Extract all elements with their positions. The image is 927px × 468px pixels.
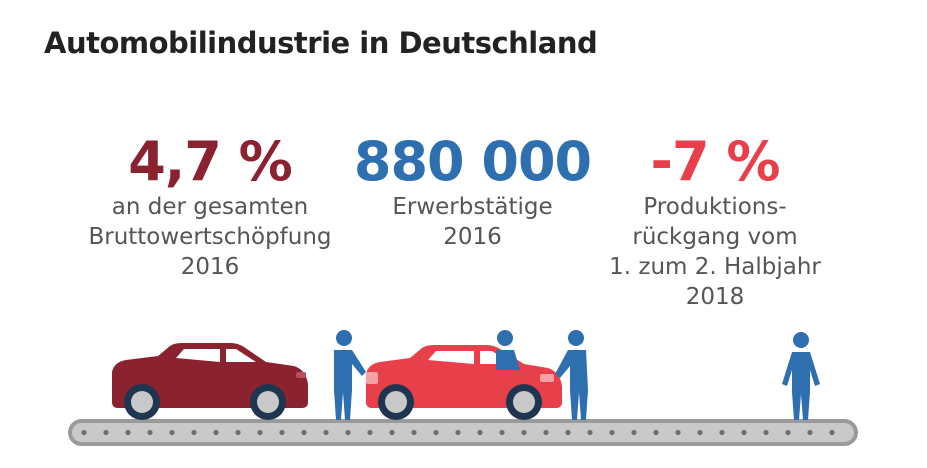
stat-description-line: rückgang vom <box>632 224 798 250</box>
belt-dot <box>169 429 175 436</box>
belt-dot <box>213 429 219 436</box>
belt-dot <box>389 429 395 436</box>
belt-dot <box>433 429 439 436</box>
stat-production-decline: -7 % Produktions- rückgang vom 1. zum 2.… <box>575 132 855 312</box>
belt-dot <box>785 429 791 436</box>
belt-dot <box>103 429 109 436</box>
belt-dot <box>477 429 483 436</box>
stat-description-line: Produktions- <box>643 194 787 220</box>
belt-dot <box>411 429 417 436</box>
stat-value: 4,7 % <box>128 130 293 193</box>
belt-dot <box>279 429 285 436</box>
belt-dot <box>257 429 263 436</box>
belt-dot <box>345 429 351 436</box>
belt-dot <box>829 429 835 436</box>
belt-dot <box>631 429 637 436</box>
stat-value: -7 % <box>650 130 781 193</box>
stat-description-line: Bruttowertschöpfung <box>88 224 332 250</box>
stat-description-line: Erwerbstätige <box>392 194 553 220</box>
conveyor-belt-icon <box>68 419 858 446</box>
stat-description-line: 2016 <box>443 224 502 250</box>
car-icon <box>112 343 308 420</box>
belt-dot <box>235 429 241 436</box>
belt-dot <box>301 429 307 436</box>
belt-dot <box>147 429 153 436</box>
belt-dot <box>367 429 373 436</box>
belt-dot <box>675 429 681 436</box>
belt-dot <box>81 429 87 436</box>
worker-icon <box>555 330 588 420</box>
belt-dot <box>741 429 747 436</box>
stat-value: 880 000 <box>353 130 592 193</box>
belt-dot <box>543 429 549 436</box>
stat-value-added: 4,7 % an der gesamten Bruttowertschöpfun… <box>60 132 360 282</box>
stat-employees: 880 000 Erwerbstätige 2016 <box>345 132 600 252</box>
belt-dot <box>191 429 197 436</box>
car-icon <box>366 345 562 420</box>
belt-dot <box>653 429 659 436</box>
stat-description-line: 2016 <box>180 254 240 280</box>
belt-dot <box>587 429 593 436</box>
stat-description-line: an der gesamten <box>111 194 309 220</box>
worker-icon <box>496 330 520 370</box>
belt-dot <box>719 429 725 436</box>
belt-dot <box>499 429 505 436</box>
belt-dot <box>807 429 813 436</box>
worker-icon <box>782 332 820 420</box>
belt-dot <box>125 429 131 436</box>
page-title: Automobilindustrie in Deutschland <box>44 26 598 60</box>
belt-dot <box>521 429 527 436</box>
belt-dot <box>697 429 703 436</box>
belt-dot <box>455 429 461 436</box>
belt-dot <box>323 429 329 436</box>
belt-dot <box>565 429 571 436</box>
stat-description-line: 1. zum 2. Halbjahr <box>609 254 821 280</box>
stat-description-line: 2018 <box>685 284 745 310</box>
belt-dot <box>763 429 769 436</box>
belt-dot <box>609 429 615 436</box>
worker-icon <box>334 330 366 420</box>
